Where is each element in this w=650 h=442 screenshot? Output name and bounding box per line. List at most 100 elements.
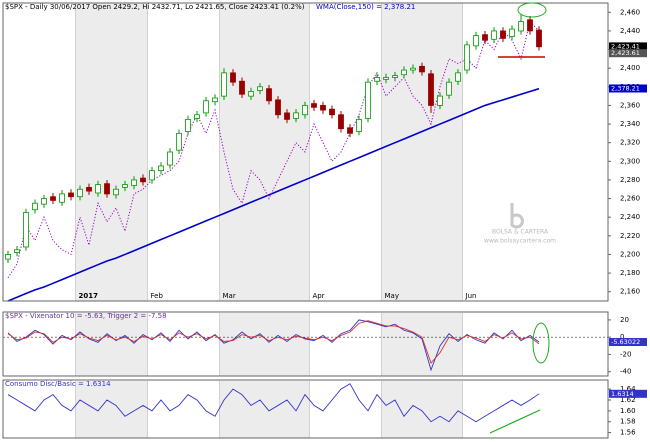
candle-body <box>284 112 290 120</box>
candle-body <box>194 114 200 119</box>
x-tick-label: 2017 <box>79 292 99 300</box>
candle-body <box>365 81 371 119</box>
candle-body <box>401 69 407 76</box>
y-tick-label: 1.58 <box>620 418 636 426</box>
candle-body <box>266 88 272 102</box>
y-tick-label: 2,180 <box>620 269 640 277</box>
y-tick-label: 2,400 <box>620 64 640 72</box>
candle-body <box>347 127 353 134</box>
last-value-label: 1.6314 <box>611 390 634 398</box>
candle-body <box>302 105 308 116</box>
candle-body <box>212 97 218 103</box>
y-tick-label: 2,200 <box>620 250 640 258</box>
candle-body <box>95 184 101 194</box>
candle-body <box>176 132 182 151</box>
y-tick-label: 1.60 <box>620 407 636 415</box>
series-line <box>7 87 540 302</box>
candle-body <box>509 28 515 37</box>
panel-frame <box>2 2 609 302</box>
series-line <box>7 320 540 364</box>
candle-body <box>329 108 335 116</box>
last-value-box <box>609 389 647 398</box>
y-tick-label: -20 <box>620 350 631 358</box>
y-tick-label: 2,300 <box>620 157 640 165</box>
candle-body <box>50 196 56 201</box>
candle-body <box>122 184 128 188</box>
candle-body <box>437 95 443 106</box>
x-tick-label: Feb <box>151 292 164 300</box>
candle-body <box>59 193 65 203</box>
candle-body <box>113 188 119 196</box>
candle-body <box>428 73 434 106</box>
candle-body <box>77 188 83 198</box>
chart-subtitle: WMA(Close,150) = 2,378.21 <box>316 3 415 11</box>
month-band <box>381 3 463 301</box>
series-line <box>7 383 540 423</box>
candle-body <box>158 165 164 172</box>
y-tick-label: 20 <box>620 316 629 324</box>
candle-body <box>518 21 524 32</box>
candle-body <box>374 77 380 82</box>
y-tick-label: 0 <box>620 333 624 341</box>
y-tick-label: 2,280 <box>620 176 640 184</box>
candle-body <box>221 72 227 97</box>
candle-body <box>464 44 470 71</box>
watermark-text: www.bolsaycartera.com <box>484 238 556 245</box>
month-band <box>75 3 148 301</box>
y-tick-label: 1.56 <box>620 429 636 437</box>
candle-body <box>311 103 317 108</box>
y-tick-label: 2,460 <box>620 8 640 16</box>
candle-body <box>23 212 29 248</box>
candle-body <box>473 35 479 47</box>
chart-title: $SPX - Daily 30/06/2017 Open 2429.2, Hi … <box>5 3 305 11</box>
candle-body <box>131 179 137 186</box>
candle-body <box>257 86 263 91</box>
candle-body <box>185 119 191 132</box>
y-tick-label: 2,260 <box>620 195 640 203</box>
candle-body <box>500 30 506 39</box>
x-tick-label: Mar <box>223 292 236 300</box>
annotations <box>489 2 550 434</box>
candle-body <box>527 19 533 32</box>
candle-body <box>383 77 389 80</box>
candle-body <box>149 170 155 181</box>
y-tick-label: 2,160 <box>620 288 640 296</box>
last-value-box <box>609 338 647 347</box>
month-band <box>381 313 463 376</box>
watermark-text: BOLSA & CARTERA <box>492 229 549 236</box>
last-value-label: 2,423.41 <box>611 42 640 50</box>
highlight-ellipse <box>517 2 547 18</box>
panel-title: $SPX - Vixenator 10 = -5.63, Trigger 2 =… <box>5 312 167 320</box>
candle-body <box>446 81 452 96</box>
y-tick-label: -40 <box>620 368 631 376</box>
last-value-label: 2,378.21 <box>611 84 640 92</box>
candle-body <box>392 75 398 78</box>
candle-body <box>338 114 344 130</box>
x-tick-label: Jun <box>465 292 477 300</box>
candle-body <box>419 65 425 73</box>
candle-body <box>482 34 488 41</box>
last-value-label: 2,423.61 <box>611 49 640 57</box>
candle-body <box>491 30 497 40</box>
y-tick-label: 2,240 <box>620 213 640 221</box>
x-tick-label: Apr <box>313 292 325 300</box>
candle-body <box>41 198 47 205</box>
candle-body <box>248 91 254 97</box>
panel-frame <box>2 311 609 377</box>
y-tick-label: 2,340 <box>620 120 640 128</box>
x-tick-label: May <box>385 292 399 300</box>
candle-body <box>104 183 110 195</box>
y-tick-label: 1.62 <box>620 396 636 404</box>
last-value-box <box>609 49 647 58</box>
last-value-box <box>609 42 647 51</box>
month-band <box>219 313 310 376</box>
y-tick-label: 2,360 <box>620 101 640 109</box>
month-band <box>381 381 463 438</box>
candle-body <box>32 202 38 211</box>
candle-body <box>14 249 20 253</box>
plot: 2017 Feb Mar Apr May Jun 2,160 2,180 2,200 2,220 2… <box>3 8 647 437</box>
candle-body <box>5 254 11 260</box>
month-band <box>219 3 310 301</box>
month-shading <box>75 3 463 438</box>
candle-body <box>167 151 173 166</box>
